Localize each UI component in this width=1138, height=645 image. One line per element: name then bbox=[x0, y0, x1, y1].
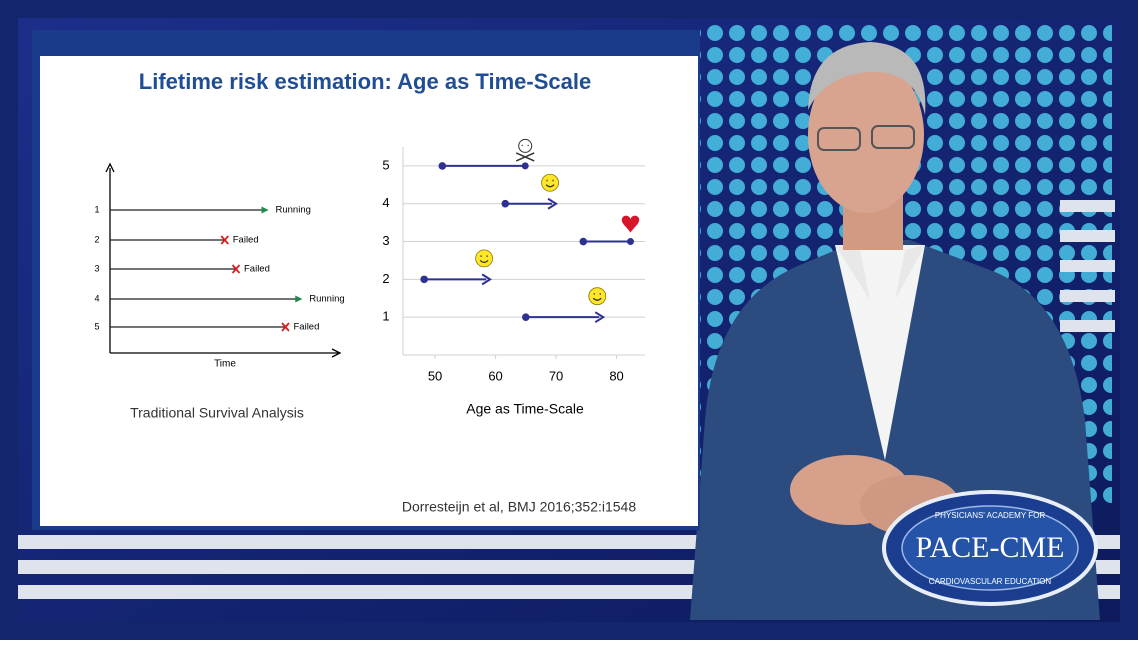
smiley-face bbox=[545, 179, 555, 188]
logo-ring-top: PHYSICIANS' ACADEMY FOR bbox=[935, 511, 1046, 520]
row-label: 3 bbox=[94, 263, 99, 273]
slide bbox=[40, 56, 698, 526]
x-tick-label: 70 bbox=[549, 368, 563, 383]
failed-cross bbox=[220, 235, 229, 245]
logo-name: PACE-CME bbox=[916, 531, 1065, 564]
entry-dot bbox=[501, 199, 510, 208]
row-label: 5 bbox=[94, 321, 99, 331]
censor-arrow bbox=[547, 197, 558, 210]
smiley-icon bbox=[541, 173, 559, 192]
row-label: 1 bbox=[94, 204, 99, 214]
status-label: Failed bbox=[244, 264, 270, 275]
citation: Dorresteijn et al, BMJ 2016;352:i1548 bbox=[402, 499, 636, 515]
x-axis-label: Age as Time-Scale bbox=[466, 401, 584, 417]
caption: Traditional Survival Analysis bbox=[130, 405, 304, 421]
censor-arrow bbox=[481, 273, 493, 286]
status-label: Running bbox=[276, 205, 311, 216]
x-tick-label: 60 bbox=[488, 368, 502, 383]
y-tick-label: 1 bbox=[382, 309, 389, 324]
status-label: Failed bbox=[233, 235, 259, 246]
skull-icon bbox=[518, 138, 533, 153]
axis bbox=[105, 162, 342, 358]
x-axis-label: Time bbox=[214, 359, 236, 370]
logo-ring-bottom: CARDIOVASCULAR EDUCATION bbox=[929, 577, 1052, 586]
row-label: 2 bbox=[94, 234, 99, 244]
failed-cross bbox=[231, 264, 241, 274]
event-dot bbox=[626, 238, 634, 246]
entry-dot bbox=[420, 275, 428, 284]
smiley-face bbox=[592, 293, 602, 301]
status-label: Failed bbox=[294, 322, 320, 333]
y-tick-label: 4 bbox=[382, 195, 389, 210]
y-tick-label: 5 bbox=[382, 157, 389, 172]
row-label: 4 bbox=[94, 293, 99, 303]
event-dot bbox=[521, 162, 529, 170]
x-tick-label: 80 bbox=[609, 368, 623, 383]
censor-arrow bbox=[594, 311, 606, 324]
status-label: Running bbox=[309, 294, 344, 305]
logo: PACE-CME PHYSICIANS' ACADEMY FOR CARDIOV… bbox=[882, 490, 1098, 606]
heart-icon bbox=[621, 215, 640, 233]
y-tick-label: 2 bbox=[382, 271, 389, 286]
failed-cross bbox=[281, 322, 290, 332]
x-tick-label: 50 bbox=[428, 368, 442, 383]
smiley-icon bbox=[475, 249, 494, 268]
smiley-icon bbox=[588, 287, 607, 306]
smiley-face bbox=[479, 255, 489, 263]
skull-bones bbox=[515, 144, 535, 162]
running-arrow bbox=[261, 206, 269, 214]
slide-title: Lifetime risk estimation: Age as Time-Sc… bbox=[139, 69, 591, 94]
running-arrow bbox=[295, 295, 303, 303]
y-tick-label: 3 bbox=[382, 233, 389, 248]
entry-dot bbox=[579, 237, 588, 246]
entry-dot bbox=[438, 162, 447, 170]
entry-dot bbox=[522, 313, 530, 321]
